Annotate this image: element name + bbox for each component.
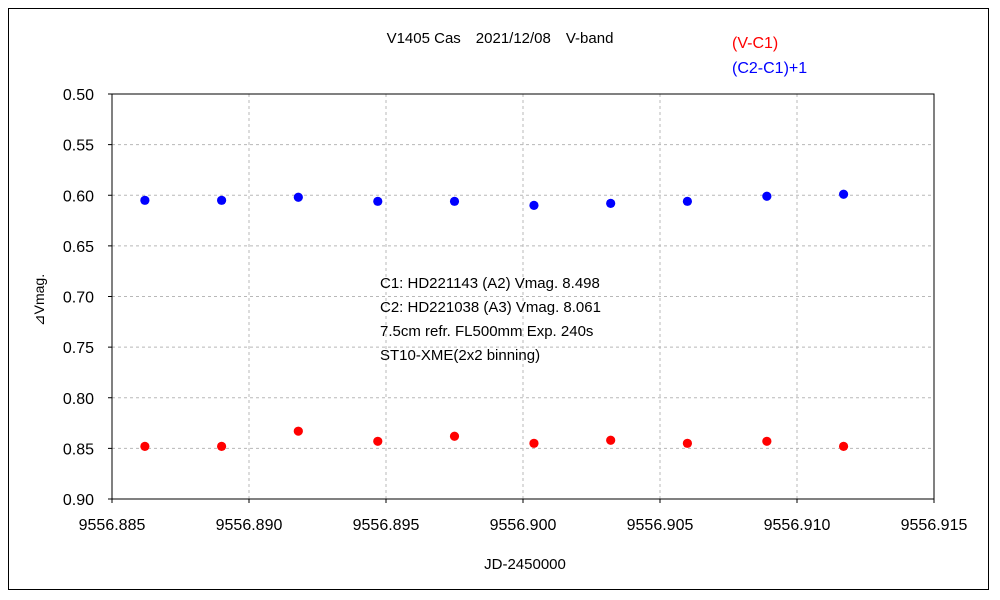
data-point-series-0 [373, 436, 383, 446]
y-tick-label: 0.75 [63, 340, 94, 357]
chart-frame [8, 8, 989, 590]
x-tick-label: 9556.885 [79, 517, 146, 534]
data-point-series-1 [217, 195, 227, 205]
data-point-series-1 [606, 198, 616, 208]
data-point-series-1 [529, 200, 539, 210]
data-point-series-1 [140, 195, 150, 205]
data-point-series-1 [682, 196, 693, 206]
data-point-series-1 [449, 196, 460, 206]
data-point-series-1 [838, 189, 849, 199]
y-tick-label: 0.55 [63, 138, 94, 155]
legend-label-c2-c1: (C2-C1)+1 [732, 60, 807, 77]
data-point-series-1 [762, 191, 772, 201]
legend-label-v-c1: (V-C1) [732, 35, 778, 52]
y-tick-label: 0.70 [63, 290, 94, 307]
x-tick-label: 9556.890 [216, 517, 283, 534]
data-point-series-0 [682, 438, 693, 448]
data-point-series-0 [606, 435, 616, 445]
data-point-series-0 [529, 438, 539, 448]
annotation-line-1: C1: HD221143 (A2) Vmag. 8.498 [380, 275, 600, 292]
x-tick-label: 9556.915 [901, 517, 968, 534]
annotation-line-4: ST10-XME(2x2 binning) [380, 347, 540, 364]
data-point-series-0 [838, 441, 849, 451]
data-point-series-0 [762, 436, 772, 446]
tick-labels: 0.50 0.55 0.60 0.65 0.70 0.75 0.80 0.85 0.90 9556… [63, 87, 968, 534]
data-point-series-1 [373, 196, 383, 206]
y-tick-label: 0.80 [63, 391, 94, 408]
data-point-series-0 [140, 441, 150, 451]
x-tick-label: 9556.905 [627, 517, 694, 534]
x-axis-label: JD-2450000 [484, 556, 566, 573]
data-point-series-1 [293, 192, 303, 202]
data-points [140, 189, 849, 451]
y-tick-label: 0.85 [63, 441, 94, 458]
grid-lines [112, 94, 934, 499]
x-tick-label: 9556.910 [764, 517, 831, 534]
x-tick-label: 9556.900 [490, 517, 557, 534]
y-tick-label: 0.50 [63, 87, 94, 104]
y-tick-label: 0.60 [63, 188, 94, 205]
data-point-series-0 [217, 441, 227, 451]
y-axis-label: ⊿Vmag. [31, 274, 47, 326]
data-point-series-0 [293, 426, 303, 436]
data-point-series-0 [449, 431, 460, 441]
annotation-line-2: C2: HD221038 (A3) Vmag. 8.061 [380, 299, 601, 316]
annotation-line-3: 7.5cm refr. FL500mm Exp. 240s [380, 323, 593, 340]
x-tick-label: 9556.895 [353, 517, 420, 534]
chart-title: V1405 Cas 2021/12/08 V-band [387, 30, 614, 47]
y-tick-label: 0.90 [63, 492, 94, 509]
y-tick-label: 0.65 [63, 239, 94, 256]
